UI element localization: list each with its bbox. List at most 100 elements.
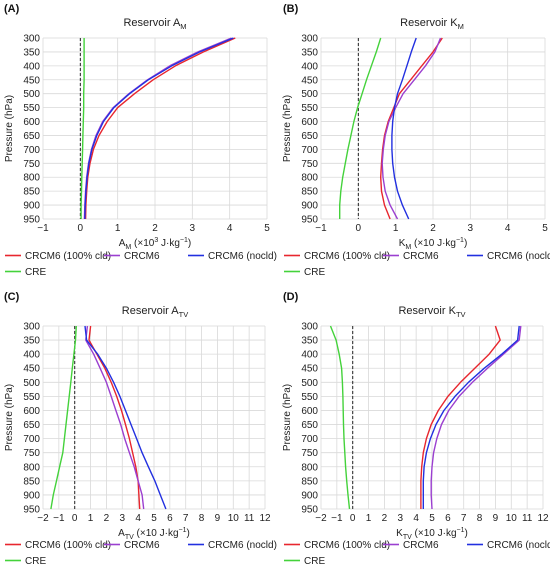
- chart-title: Reservoir KTV: [398, 305, 465, 319]
- x-axis-label-part: M: [405, 244, 411, 251]
- x-tick-label: 6: [167, 513, 173, 524]
- legend: CRCM6 (100% cld) CRCM6 CRCM6 (nocld) CRE: [284, 540, 550, 567]
- x-tick-label: 3: [468, 223, 474, 234]
- series-line-cre: [80, 38, 85, 219]
- series-line-nocld: [84, 325, 167, 510]
- x-axis-label-part: TV: [403, 534, 412, 541]
- y-tick-label: 950: [301, 215, 318, 226]
- chart-title-base: Reservoir A: [122, 305, 180, 317]
- y-tick-label: 600: [23, 117, 40, 128]
- x-tick-label: −1: [53, 513, 65, 524]
- x-tick-label: 1: [366, 513, 372, 524]
- x-axis-label-part: ): [188, 238, 191, 249]
- series-line-nocld: [422, 325, 520, 509]
- x-tick-label: −2: [37, 513, 49, 524]
- x-tick-label: 4: [505, 223, 511, 234]
- y-axis-label: Pressure (hPa): [282, 95, 293, 162]
- x-tick-label: 8: [477, 513, 483, 524]
- chart-title-base: Reservoir K: [400, 17, 458, 29]
- x-tick-label: −2: [315, 513, 327, 524]
- series-line-crcm6: [430, 325, 522, 510]
- y-tick-label: 450: [23, 75, 40, 86]
- y-tick-label: 900: [301, 490, 318, 501]
- legend: CRCM6 (100% cld) CRCM6 CRCM6 (nocld) CRE: [5, 540, 277, 567]
- legend: CRCM6 (100% cld) CRCM6 CRCM6 (nocld) CRE: [284, 251, 550, 278]
- series-line-cld100: [84, 37, 236, 220]
- chart-title-base: Reservoir A: [123, 17, 181, 29]
- x-tick-label: 3: [120, 513, 126, 524]
- y-tick-label: 400: [23, 61, 40, 72]
- series-line-cre: [50, 325, 77, 510]
- y-axis-label: Pressure (hPa): [4, 95, 15, 162]
- y-tick-label: 350: [23, 336, 40, 347]
- x-tick-label: 12: [537, 513, 549, 524]
- series-line-crcm6: [381, 37, 442, 220]
- y-tick-label: 900: [23, 490, 40, 501]
- y-tick-label: 550: [301, 103, 318, 114]
- x-tick-label: 12: [259, 513, 271, 524]
- y-tick-label: 350: [23, 47, 40, 58]
- x-tick-label: 6: [445, 513, 451, 524]
- y-tick-label: 500: [23, 89, 40, 100]
- legend-label-crcm6: CRCM6: [124, 540, 160, 551]
- x-axis-label-part: J·kg: [158, 238, 180, 249]
- y-tick-label: 550: [23, 392, 40, 403]
- x-tick-label: −1: [315, 223, 327, 234]
- legend-label-nocld: CRCM6 (nocld): [487, 540, 550, 551]
- x-axis-label-part: ): [464, 238, 467, 249]
- y-tick-label: 450: [301, 75, 318, 86]
- chart-panel-d: (D)Reservoir KTV−2 −1 0 1 2 3 4 5 6 7 8 9 10 11 123003…: [282, 291, 550, 567]
- y-tick-label: 650: [301, 131, 318, 142]
- chart-title-base: Reservoir K: [398, 305, 456, 317]
- x-tick-label: 0: [356, 223, 362, 234]
- y-tick-label: 550: [23, 103, 40, 114]
- y-tick-label: 350: [301, 336, 318, 347]
- series-line-crcm6: [83, 37, 232, 220]
- x-axis-label: ATV (×10 J·kg−1): [118, 527, 190, 541]
- x-axis-label-part: −1: [179, 527, 187, 534]
- y-tick-label: 650: [23, 131, 40, 142]
- series-line-cre: [339, 37, 382, 219]
- series-line-cre: [329, 325, 351, 510]
- panel-label: (A): [4, 3, 20, 15]
- y-tick-label: 500: [301, 378, 318, 389]
- x-tick-label: 4: [135, 513, 141, 524]
- chart-title: Reservoir KM: [400, 17, 464, 31]
- y-tick-label: 500: [301, 89, 318, 100]
- series-line-nocld: [84, 37, 234, 220]
- x-axis-label-part: A: [118, 528, 125, 539]
- y-tick-label: 850: [301, 476, 318, 487]
- y-tick-label: 850: [23, 476, 40, 487]
- x-tick-label: −1: [331, 513, 343, 524]
- series-line-cld100: [420, 325, 501, 509]
- legend-label-nocld: CRCM6 (nocld): [487, 251, 550, 262]
- x-tick-label: 5: [429, 513, 435, 524]
- x-tick-label: 0: [72, 513, 78, 524]
- x-axis-label-part: M: [125, 244, 131, 251]
- chart-panel-a: (A)Reservoir AM−1 0 1 2 3 4 530035040045050055…: [4, 3, 277, 278]
- x-axis-label-part: (×10 J·kg: [411, 238, 456, 249]
- x-tick-label: 9: [493, 513, 499, 524]
- legend-label-nocld: CRCM6 (nocld): [208, 251, 277, 262]
- legend-label-cre: CRE: [25, 267, 46, 278]
- x-axis-label-part: ): [465, 528, 468, 539]
- y-tick-label: 700: [23, 145, 40, 156]
- y-tick-label: 700: [301, 145, 318, 156]
- x-axis-label-part: A: [119, 238, 126, 249]
- chart-title: Reservoir ATV: [122, 305, 188, 319]
- x-axis-label-part: 3: [154, 237, 158, 244]
- y-tick-label: 800: [23, 462, 40, 473]
- y-tick-label: 300: [23, 34, 40, 45]
- x-tick-label: 11: [244, 513, 255, 524]
- y-axis-label: Pressure (hPa): [4, 384, 15, 451]
- y-tick-label: 950: [23, 215, 40, 226]
- y-tick-label: 650: [301, 420, 318, 431]
- x-axis-label-part: K: [399, 238, 406, 249]
- y-tick-label: 800: [301, 462, 318, 473]
- x-tick-label: 7: [461, 513, 467, 524]
- legend-label-cld100: CRCM6 (100% cld): [25, 540, 111, 551]
- x-tick-label: −1: [37, 223, 49, 234]
- x-tick-label: 2: [382, 513, 388, 524]
- x-axis-label: KTV (×10 J·kg−1): [396, 527, 468, 541]
- x-tick-label: 3: [190, 223, 196, 234]
